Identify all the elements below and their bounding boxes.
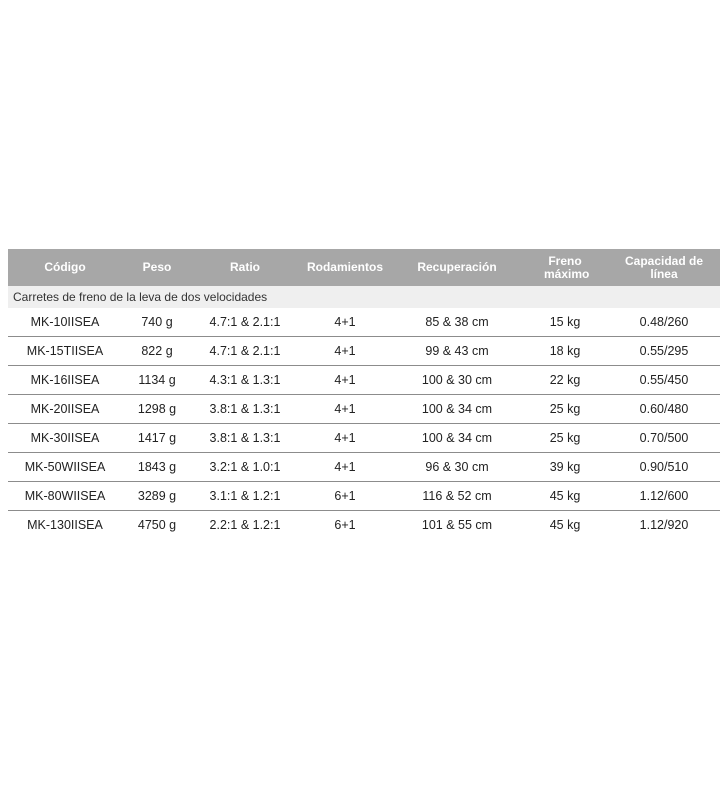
cell-freno-maximo: 18 kg: [549, 344, 581, 358]
cell-rodamientos: 4+1: [334, 402, 356, 416]
cell-recuperacion: 99 & 43 cm: [425, 344, 489, 358]
cell-peso: 1417 g: [137, 431, 177, 445]
cell-rodamientos: 4+1: [334, 315, 356, 329]
cell-ratio: 2.2:1 & 1.2:1: [209, 518, 281, 532]
table-row: MK-50WIISEA 1843 g 3.2:1 & 1.0:1 4+1 96 & 30…: [8, 453, 720, 482]
cell-peso: 4750 g: [137, 518, 177, 532]
cell-freno-maximo: 45 kg: [549, 489, 581, 503]
cell-capacidad-linea: 0.55/295: [639, 344, 689, 358]
cell-freno-maximo: 22 kg: [549, 373, 581, 387]
table-row: MK-10IISEA 740 g 4.7:1 & 2.1:1 4+1 85 & 38 c…: [8, 308, 720, 337]
cell-codigo: MK-50WIISEA: [24, 460, 106, 474]
header-freno-maximo: Freno máximo: [544, 253, 590, 281]
table-row: MK-80WIISEA 3289 g 3.1:1 & 1.2:1 6+1 116 & 5…: [8, 482, 720, 511]
table-row: MK-20IISEA 1298 g 3.8:1 & 1.3:1 4+1 100 & 34…: [8, 395, 720, 424]
cell-peso: 1298 g: [137, 402, 177, 416]
specs-table: Código Peso Ratio Rodamientos Recuperaci…: [8, 249, 720, 539]
cell-rodamientos: 6+1: [334, 518, 356, 532]
cell-recuperacion: 100 & 30 cm: [421, 373, 493, 387]
cell-capacidad-linea: 0.48/260: [639, 315, 689, 329]
header-peso: Peso: [142, 260, 172, 274]
cell-rodamientos: 6+1: [334, 489, 356, 503]
header-capacidad-linea: Capacidad de línea: [624, 253, 704, 281]
cell-recuperacion: 85 & 38 cm: [425, 315, 489, 329]
cell-codigo: MK-15TIISEA: [26, 344, 104, 358]
cell-codigo: MK-130IISEA: [27, 518, 103, 532]
table-row: MK-15TIISEA 822 g 4.7:1 & 2.1:1 4+1 99 & 43 …: [8, 337, 720, 366]
cell-freno-maximo: 15 kg: [549, 315, 581, 329]
cell-rodamientos: 4+1: [334, 373, 356, 387]
cell-peso: 1134 g: [138, 373, 176, 387]
cell-freno-maximo: 45 kg: [549, 518, 581, 532]
cell-recuperacion: 116 & 52 cm: [422, 489, 492, 503]
header-codigo: Código: [44, 260, 86, 274]
cell-ratio: 3.8:1 & 1.3:1: [209, 402, 281, 416]
cell-capacidad-linea: 1.12/920: [639, 518, 689, 532]
cell-freno-maximo: 25 kg: [549, 402, 581, 416]
table-row: MK-30IISEA 1417 g 3.8:1 & 1.3:1 4+1 100 & 34…: [8, 424, 720, 453]
cell-recuperacion: 101 & 55 cm: [421, 518, 493, 532]
cell-rodamientos: 4+1: [334, 344, 356, 358]
table-row: MK-16IISEA 1134 g 4.3:1 & 1.3:1 4+1 100 & 30…: [8, 366, 720, 395]
cell-codigo: MK-10IISEA: [30, 315, 100, 329]
table-body: MK-10IISEA 740 g 4.7:1 & 2.1:1 4+1 85 & 38 c…: [8, 308, 720, 539]
cell-recuperacion: 100 & 34 cm: [421, 402, 493, 416]
cell-ratio: 3.2:1 & 1.0:1: [209, 460, 281, 474]
table-row: MK-130IISEA 4750 g 2.2:1 & 1.2:1 6+1 101 & 5…: [8, 511, 720, 539]
cell-freno-maximo: 25 kg: [549, 431, 581, 445]
cell-codigo: MK-16IISEA: [30, 373, 100, 387]
cell-peso: 3289 g: [137, 489, 177, 503]
cell-recuperacion: 100 & 34 cm: [421, 431, 493, 445]
group-label: Carretes de freno de la leva de dos velo…: [8, 286, 720, 308]
cell-ratio: 4.3:1 & 1.3:1: [209, 373, 281, 387]
header-ratio: Ratio: [230, 260, 260, 274]
cell-capacidad-linea: 0.60/480: [639, 402, 689, 416]
header-recuperacion: Recuperación: [417, 260, 497, 274]
cell-capacidad-linea: 0.70/500: [639, 431, 689, 445]
cell-capacidad-linea: 0.55/450: [639, 373, 689, 387]
cell-codigo: MK-30IISEA: [30, 431, 100, 445]
cell-peso: 822 g: [141, 344, 173, 358]
cell-peso: 740 g: [141, 315, 173, 329]
cell-freno-maximo: 39 kg: [549, 460, 581, 474]
cell-ratio: 4.7:1 & 2.1:1: [209, 315, 281, 329]
cell-ratio: 4.7:1 & 2.1:1: [209, 344, 281, 358]
table-header: Código Peso Ratio Rodamientos Recuperaci…: [8, 249, 720, 286]
cell-rodamientos: 4+1: [334, 460, 356, 474]
header-rodamientos: Rodamientos: [306, 260, 383, 274]
cell-ratio: 3.1:1 & 1.2:1: [209, 489, 281, 503]
cell-capacidad-linea: 1.12/600: [639, 489, 689, 503]
cell-codigo: MK-20IISEA: [30, 402, 100, 416]
cell-capacidad-linea: 0.90/510: [639, 460, 689, 474]
cell-codigo: MK-80WIISEA: [24, 489, 106, 503]
cell-ratio: 3.8:1 & 1.3:1: [209, 431, 281, 445]
cell-recuperacion: 96 & 30 cm: [425, 460, 489, 474]
cell-rodamientos: 4+1: [334, 431, 356, 445]
cell-peso: 1843 g: [137, 460, 177, 474]
